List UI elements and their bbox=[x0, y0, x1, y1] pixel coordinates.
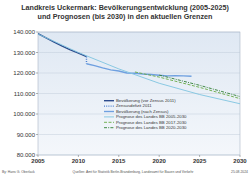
legend-swatch bbox=[104, 100, 114, 101]
y-tick bbox=[36, 114, 38, 115]
x-tick bbox=[159, 155, 160, 157]
x-tick bbox=[78, 155, 79, 157]
legend-label: Prognose des Landes BB 2005-2030 bbox=[116, 114, 187, 119]
x-tick bbox=[118, 155, 119, 157]
series-line bbox=[86, 57, 87, 64]
annotation: 25.08.2024 bbox=[231, 170, 248, 174]
grid-line bbox=[38, 155, 240, 156]
y-tick-label: 100.000 bbox=[13, 111, 35, 117]
x-tick-label: 2030 bbox=[233, 158, 247, 164]
legend-label: Prognose des Landes BB 2020-2030 bbox=[116, 125, 187, 130]
x-tick-label: 2025 bbox=[193, 158, 207, 164]
x-tick-label: 2015 bbox=[112, 158, 126, 164]
y-tick bbox=[36, 73, 38, 74]
series-line bbox=[86, 64, 191, 77]
series-line bbox=[38, 34, 240, 104]
grid-line bbox=[38, 32, 240, 33]
subtitle: und Prognosen (bis 2030) in den aktuelle… bbox=[38, 12, 213, 21]
series-line bbox=[159, 75, 240, 97]
x-tick bbox=[38, 155, 39, 157]
y-tick-label: 140.000 bbox=[13, 29, 35, 35]
grid-line bbox=[38, 93, 240, 94]
legend-swatch bbox=[104, 122, 114, 123]
x-tick bbox=[199, 155, 200, 157]
x-tick bbox=[240, 155, 241, 157]
y-tick bbox=[36, 52, 38, 53]
grid-line bbox=[38, 134, 240, 135]
legend-label: Zensusdefizit 2011 bbox=[116, 103, 152, 108]
legend-swatch bbox=[104, 127, 114, 128]
legend-swatch bbox=[104, 116, 114, 117]
y-tick bbox=[36, 134, 38, 135]
y-tick bbox=[36, 32, 38, 33]
legend-label: Prognose des Landes BB 2017-2030 bbox=[116, 120, 187, 125]
grid-line bbox=[38, 52, 240, 53]
y-tick bbox=[36, 93, 38, 94]
title: Landkreis Uckermark: Bevölkerungsentwick… bbox=[21, 3, 229, 12]
plot-lines bbox=[38, 34, 240, 104]
y-tick-label: 110.000 bbox=[14, 91, 36, 97]
x-tick-label: 2020 bbox=[153, 158, 167, 164]
y-tick-label: 130.000 bbox=[13, 50, 35, 56]
series-line bbox=[135, 72, 240, 99]
annotation: By: Hans G. Oberlack bbox=[2, 170, 35, 174]
plot-frame bbox=[38, 32, 240, 155]
x-tick-label: 2010 bbox=[72, 158, 86, 164]
x-tick-label: 2005 bbox=[31, 158, 45, 164]
chart: Landkreis Uckermark: Bevölkerungsentwick… bbox=[0, 0, 250, 177]
y-tick-label: 90.000 bbox=[17, 132, 36, 138]
legend-swatch bbox=[104, 105, 114, 106]
legend-swatch bbox=[104, 111, 114, 112]
y-tick-label: 120.000 bbox=[13, 70, 35, 76]
legend-label: Bevölkerung (nach Zensus) bbox=[116, 109, 169, 114]
y-tick bbox=[36, 155, 38, 156]
legend-label: Bevölkerung (vor Zensus 2011) bbox=[116, 98, 176, 103]
annotation: Quellen: Amt für Statistik Berlin-Brande… bbox=[73, 170, 195, 174]
